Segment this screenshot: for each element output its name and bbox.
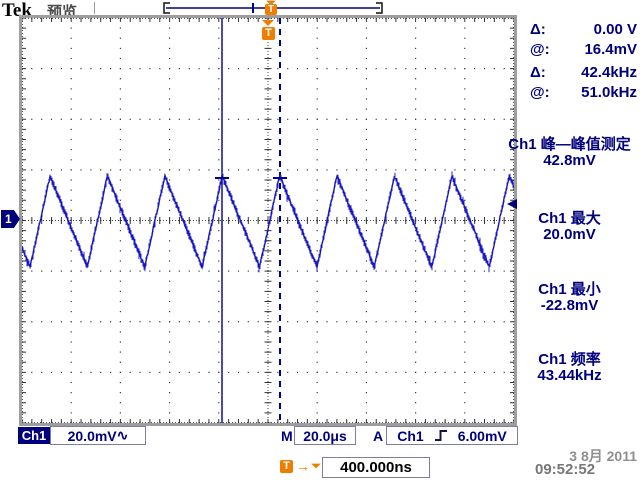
measurement-title: Ch1 最大 [538, 210, 601, 227]
delta-label: Δ: [530, 64, 546, 81]
cursor-delta-freq-row: Δ: 42.4kHz [530, 64, 637, 84]
arrow-right-icon: → [296, 458, 310, 474]
rising-edge-icon [434, 430, 447, 441]
waveform-display[interactable] [22, 18, 514, 423]
delta-label: Δ: [530, 21, 546, 38]
timebase-value: 20.0μs [303, 427, 347, 444]
measurement-freq: Ch1 频率 43.44kHz [499, 352, 640, 384]
graticule-frame [19, 15, 517, 426]
measurement-value: 43.44kHz [537, 367, 602, 384]
trigger-point-icon[interactable]: T [262, 27, 275, 40]
timebase-label: M [281, 428, 293, 444]
delta-value: 0.00 V [593, 21, 637, 38]
holdoff-readout[interactable]: 400.000ns [322, 457, 430, 478]
trigger-level-value: 6.00mV [457, 427, 507, 444]
trigger-level-arrow-icon[interactable] [507, 199, 517, 209]
trigger-position-arrow-icon [266, 0, 276, 6]
at-label: @: [530, 41, 550, 58]
measurement-value: 20.0mV [543, 226, 596, 243]
measurement-value: 42.8mV [543, 152, 596, 169]
measurement-title: Ch1 峰—峰值测定 [508, 136, 631, 153]
at-value: 51.0kHz [581, 84, 637, 101]
delta-value: 42.4kHz [581, 64, 637, 81]
cursor-at-v-row: @: 16.4mV [530, 41, 637, 61]
measurement-min: Ch1 最小 -22.8mV [499, 282, 640, 314]
measurement-value: -22.8mV [540, 297, 599, 314]
trigger-point-arrow-icon [262, 20, 274, 26]
timebase-readout[interactable]: 20.0μs [294, 426, 356, 445]
coupling-icon: ∿ [116, 427, 129, 443]
triangle-down-icon [311, 463, 321, 469]
trigger-readout[interactable]: Ch1 6.00mV [386, 426, 518, 445]
channel1-scale-value: 20.0mV [67, 427, 117, 444]
at-label: @: [530, 84, 550, 101]
trigger-label: A [373, 428, 384, 444]
top-separator [94, 2, 95, 14]
at-value: 16.4mV [584, 41, 637, 58]
measurement-pk2pk: Ch1 峰—峰值测定 42.8mV [499, 137, 640, 169]
channel1-badge[interactable]: Ch1 [18, 427, 50, 444]
trigger-position-icon: T [265, 4, 277, 15]
cursor-at-freq-row: @: 51.0kHz [530, 84, 637, 104]
trigger-source: Ch1 [397, 427, 424, 444]
date-text: 3 8月 2011 [569, 448, 637, 464]
channel1-scale-readout[interactable]: 20.0mV ∿ [50, 426, 146, 445]
cursor-delta-v-row: Δ: 0.00 V [530, 21, 637, 41]
measurement-title: Ch1 频率 [538, 351, 601, 368]
time-text: 09:52:52 [535, 461, 596, 478]
holdoff-value: 400.000ns [340, 459, 412, 476]
channel1-ground-marker[interactable]: 1 [1, 210, 20, 228]
measurement-title: Ch1 最小 [538, 281, 601, 298]
measurement-max: Ch1 最大 20.0mV [499, 211, 640, 243]
trigger-holdoff-icon: T [280, 460, 293, 473]
